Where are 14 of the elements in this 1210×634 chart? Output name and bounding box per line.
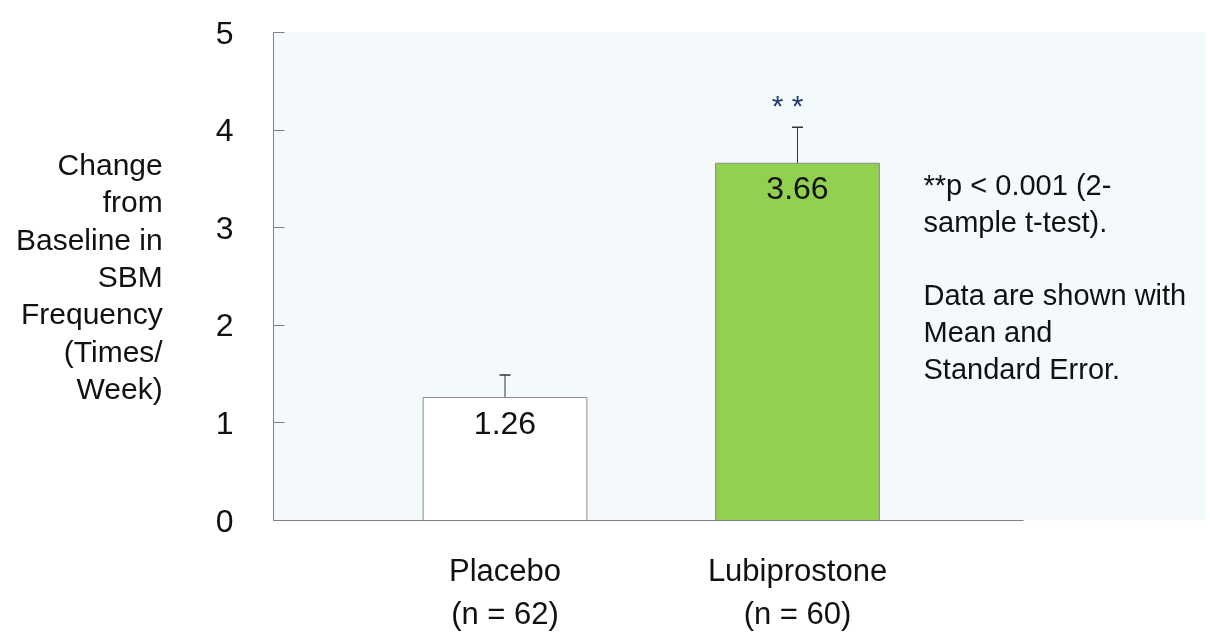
y-axis-title: Change from Baseline in SBM Frequency (Times/ Week): [15, 148, 164, 405]
y-tick-label: 1: [215, 404, 234, 441]
y-tick-label: 2: [215, 307, 234, 344]
y-tick-label: 0: [215, 502, 234, 539]
y-tick-label: 5: [215, 14, 234, 51]
x-tick-label: Placebo (n = 62): [448, 552, 562, 632]
data-label: 1.26: [473, 404, 537, 441]
x-tick-label: Lubiprostone (n = 60): [707, 552, 888, 632]
annotation: **p < 0.001 (2- sample t-test).: [923, 168, 1112, 238]
annotation: Data are shown with Mean and Standard Error.: [923, 278, 1187, 386]
y-tick-label: 3: [215, 209, 234, 246]
annotation: * *: [771, 89, 804, 122]
data-label: 3.66: [766, 170, 829, 207]
y-tick-label: 4: [215, 112, 234, 149]
